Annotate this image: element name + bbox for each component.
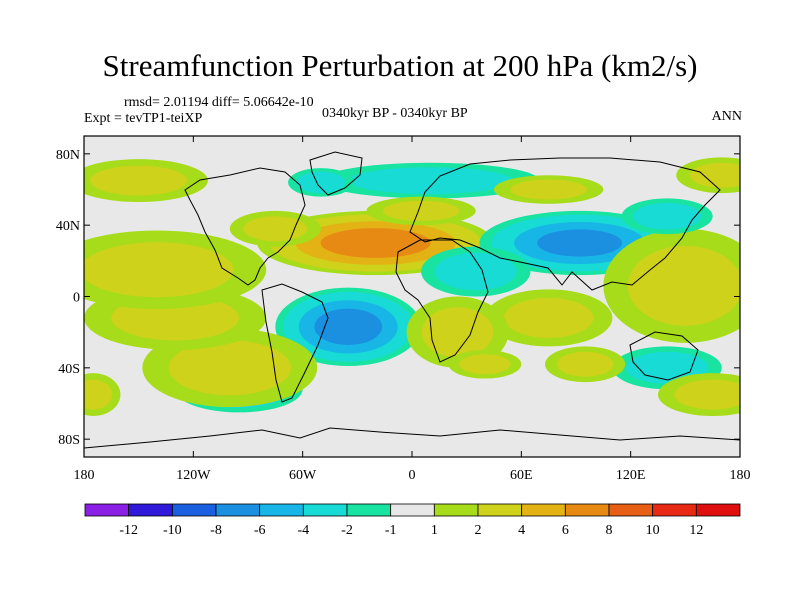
chart-title: Streamfunction Perturbation at 200 hPa (… xyxy=(102,48,698,83)
colorbar-swatch xyxy=(259,503,304,517)
x-tick-label: 60E xyxy=(510,468,533,483)
x-tick-label: 120E xyxy=(616,468,646,483)
period-label: 0340kyr BP - 0340kyr BP xyxy=(322,106,468,121)
contour-central-pacific-ring-2 xyxy=(125,300,226,336)
coastlines xyxy=(84,151,740,449)
colorbar-swatch xyxy=(346,503,392,517)
colorbar-label: 2 xyxy=(475,523,482,538)
y-tick-label: 40S xyxy=(58,362,80,377)
x-tick-label: 0 xyxy=(409,468,416,483)
contour-south-atlantic-low-4 xyxy=(322,312,375,341)
contour-north-pacific-ring-2 xyxy=(96,248,218,292)
experiment-label: Expt = tevTP1-teiXP xyxy=(84,111,203,126)
colorbar-swatch xyxy=(302,503,348,517)
coastline-antarctica xyxy=(84,427,740,449)
colorbar-swatch xyxy=(84,503,130,517)
colorbar-swatch xyxy=(695,503,741,517)
colorbar-swatch xyxy=(477,503,523,517)
colorbar-swatch xyxy=(608,503,654,517)
contour-north-atlantic-high-west-2 xyxy=(250,218,301,239)
stats-label: rmsd= 2.01194 diff= 5.06642e-10 xyxy=(124,95,314,110)
colorbar-label: -12 xyxy=(119,523,138,538)
colorbar-swatch xyxy=(171,503,217,517)
contour-asia-high-north-2 xyxy=(518,181,579,198)
coastline-australia xyxy=(629,331,699,381)
contour-southern-ocean-east-low-2 xyxy=(639,357,695,379)
contour-southeast-pacific-ring-2 xyxy=(181,346,278,390)
colorbar-swatch xyxy=(215,503,261,517)
contour-asia-low-4 xyxy=(543,231,617,255)
x-tick-label: 60W xyxy=(289,468,317,483)
colorbar-label: -6 xyxy=(254,523,266,538)
contour-southern-ocean-high-2 xyxy=(464,356,505,373)
y-tick-label: 40N xyxy=(56,219,80,234)
colorbar-swatch xyxy=(433,503,479,517)
colorbar-label: 6 xyxy=(562,523,569,538)
coastline-south-america xyxy=(261,283,329,403)
coastline-africa xyxy=(395,239,489,363)
contour-southern-ocean-south-2 xyxy=(563,354,608,375)
x-tick-label: 180 xyxy=(74,468,95,483)
contour-southern-ocean-far-east-2 xyxy=(682,382,740,407)
colorbar-label: 4 xyxy=(518,523,525,538)
colorbar-swatch xyxy=(128,503,173,517)
coastline-eurasia xyxy=(409,157,721,291)
colorbar-label: 8 xyxy=(606,523,613,538)
contour-north-atlantic-ring-2 xyxy=(391,203,452,219)
coastline-greenland xyxy=(309,151,363,196)
contour-north-atlantic-high-4 xyxy=(333,231,418,255)
colorbar-label: 1 xyxy=(431,523,438,538)
contour-arctic-high-west-2 xyxy=(100,168,177,193)
x-tick-label: 120W xyxy=(176,468,211,483)
contour-siberia-low-2 xyxy=(644,207,690,226)
map-axes: 180 120W 60W 0 60E 120E 180 80N 40N 0 40S 80S xyxy=(56,136,751,483)
colorbar-label: -2 xyxy=(341,523,353,538)
coastline-north-america xyxy=(184,167,306,286)
colorbar-swatch xyxy=(652,503,697,517)
colorbar-label: 10 xyxy=(646,523,660,538)
colorbar-swatch xyxy=(564,503,610,517)
colorbar-label: -8 xyxy=(210,523,222,538)
colorbar-swatch xyxy=(390,503,435,517)
colorbar-swatch xyxy=(521,503,566,517)
contour-south-africa-ring-2 xyxy=(429,312,486,352)
colorbar-label: -4 xyxy=(297,523,309,538)
contour-arctic-high-east-2 xyxy=(696,165,740,186)
contour-greenland-low-2 xyxy=(304,175,338,190)
colorbar-label: -1 xyxy=(385,523,397,538)
y-tick-label: 0 xyxy=(73,291,80,306)
season-label: ANN xyxy=(711,109,742,124)
contour-europe-low-2 xyxy=(375,171,485,190)
contour-africa-low-2 xyxy=(448,259,504,285)
y-tick-label: 80N xyxy=(56,148,80,163)
colorbar: -12 -10 -8 -6 -4 -2 -1 1 2 4 6 8 10 12 xyxy=(84,503,741,538)
colorbar-label: -10 xyxy=(163,523,182,538)
colorbar-label: 12 xyxy=(689,523,703,538)
contour-west-pacific-ring-2 xyxy=(640,254,731,318)
contour-southern-ocean-west-2 xyxy=(84,382,109,407)
contour-fields xyxy=(84,157,740,416)
x-tick-label: 180 xyxy=(730,468,751,483)
contour-indian-ocean-ring-2 xyxy=(513,302,584,334)
y-tick-label: 80S xyxy=(58,433,80,448)
